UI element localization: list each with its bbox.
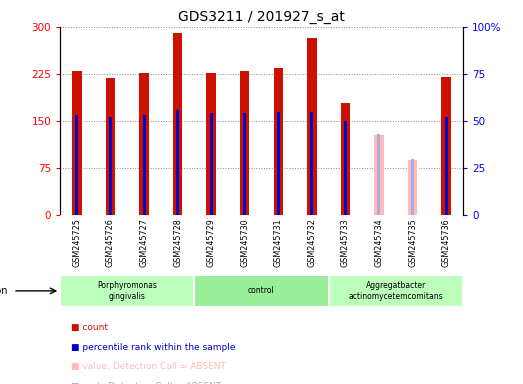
Text: control: control bbox=[248, 286, 275, 295]
Text: GSM245735: GSM245735 bbox=[408, 218, 417, 267]
Bar bbox=[445, 117, 448, 215]
Bar bbox=[173, 33, 183, 215]
Bar bbox=[240, 71, 249, 215]
Bar bbox=[75, 115, 78, 215]
Bar bbox=[408, 160, 417, 215]
Text: ■ value, Detection Call = ABSENT: ■ value, Detection Call = ABSENT bbox=[71, 362, 225, 371]
Text: GSM245733: GSM245733 bbox=[341, 218, 350, 266]
Text: ■ count: ■ count bbox=[71, 323, 108, 331]
Bar bbox=[195, 275, 328, 307]
Bar bbox=[328, 275, 463, 307]
Text: GSM245730: GSM245730 bbox=[240, 218, 249, 266]
Bar bbox=[143, 115, 145, 215]
Bar bbox=[243, 113, 246, 215]
Bar bbox=[210, 113, 213, 215]
Text: GSM245732: GSM245732 bbox=[308, 218, 316, 267]
Bar bbox=[441, 77, 451, 215]
Text: GSM245729: GSM245729 bbox=[207, 218, 215, 267]
Bar bbox=[176, 110, 179, 215]
Text: GSM245727: GSM245727 bbox=[140, 218, 149, 267]
Bar bbox=[60, 275, 195, 307]
Bar bbox=[307, 38, 316, 215]
Bar bbox=[378, 134, 380, 215]
Text: GSM245736: GSM245736 bbox=[441, 218, 451, 266]
Bar bbox=[139, 73, 149, 215]
Text: ■ rank, Detection Call = ABSENT: ■ rank, Detection Call = ABSENT bbox=[71, 382, 221, 384]
Title: GDS3211 / 201927_s_at: GDS3211 / 201927_s_at bbox=[178, 10, 345, 25]
Bar bbox=[310, 112, 313, 215]
Bar bbox=[340, 103, 350, 215]
Text: Aggregatbacter
actinomycetemcomitans: Aggregatbacter actinomycetemcomitans bbox=[348, 281, 443, 301]
Bar bbox=[207, 73, 216, 215]
Bar bbox=[277, 112, 280, 215]
Text: GSM245731: GSM245731 bbox=[274, 218, 283, 266]
Text: Porphyromonas
gingivalis: Porphyromonas gingivalis bbox=[97, 281, 157, 301]
Bar bbox=[72, 71, 82, 215]
Text: ■ percentile rank within the sample: ■ percentile rank within the sample bbox=[71, 343, 235, 351]
Text: GSM245725: GSM245725 bbox=[72, 218, 82, 267]
Text: infection: infection bbox=[0, 286, 8, 296]
Bar bbox=[274, 68, 283, 215]
Bar bbox=[344, 121, 347, 215]
Text: GSM245728: GSM245728 bbox=[173, 218, 182, 267]
Text: GSM245734: GSM245734 bbox=[374, 218, 383, 266]
Text: GSM245726: GSM245726 bbox=[106, 218, 115, 267]
Bar bbox=[374, 135, 384, 215]
Bar bbox=[411, 159, 414, 215]
Bar bbox=[109, 117, 112, 215]
Bar bbox=[106, 78, 115, 215]
